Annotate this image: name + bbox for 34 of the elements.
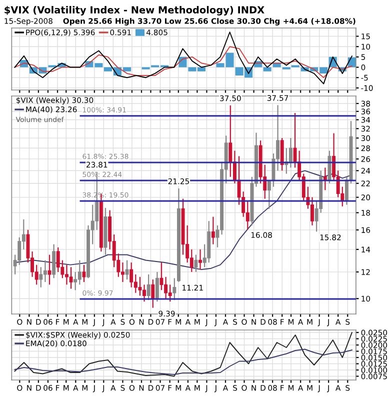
candlestick	[172, 278, 176, 301]
candlestick	[198, 248, 202, 270]
candlestick	[328, 150, 332, 184]
candlestick	[211, 216, 215, 245]
candlestick	[267, 180, 271, 210]
chart-title: $VIX (Volatility Index - New Methodology) INDX	[4, 6, 264, 16]
bar	[263, 67, 272, 72]
candlestick	[52, 244, 56, 279]
candlestick	[18, 236, 22, 266]
candlestick	[125, 260, 129, 280]
candlestick	[151, 278, 155, 308]
line-series	[14, 332, 352, 377]
candlestick	[155, 271, 159, 302]
candlestick	[288, 137, 292, 168]
candlestick	[246, 200, 250, 230]
candlestick	[228, 104, 232, 178]
candlestick	[194, 254, 198, 273]
candlestick	[78, 260, 82, 286]
candlestick	[146, 274, 150, 301]
candlestick	[69, 266, 73, 290]
candlestick	[344, 176, 348, 206]
candlestick	[293, 112, 297, 168]
candlestick	[43, 260, 47, 283]
candlestick	[48, 254, 52, 286]
candlestick	[168, 284, 172, 302]
candlestick	[164, 276, 168, 300]
candlestick	[82, 264, 86, 283]
candlestick	[56, 246, 60, 273]
line-series	[14, 46, 352, 78]
candlestick	[74, 271, 78, 291]
line-series	[14, 348, 352, 375]
candlestick	[138, 276, 142, 296]
candlestick	[130, 262, 134, 288]
candlestick	[39, 266, 43, 288]
